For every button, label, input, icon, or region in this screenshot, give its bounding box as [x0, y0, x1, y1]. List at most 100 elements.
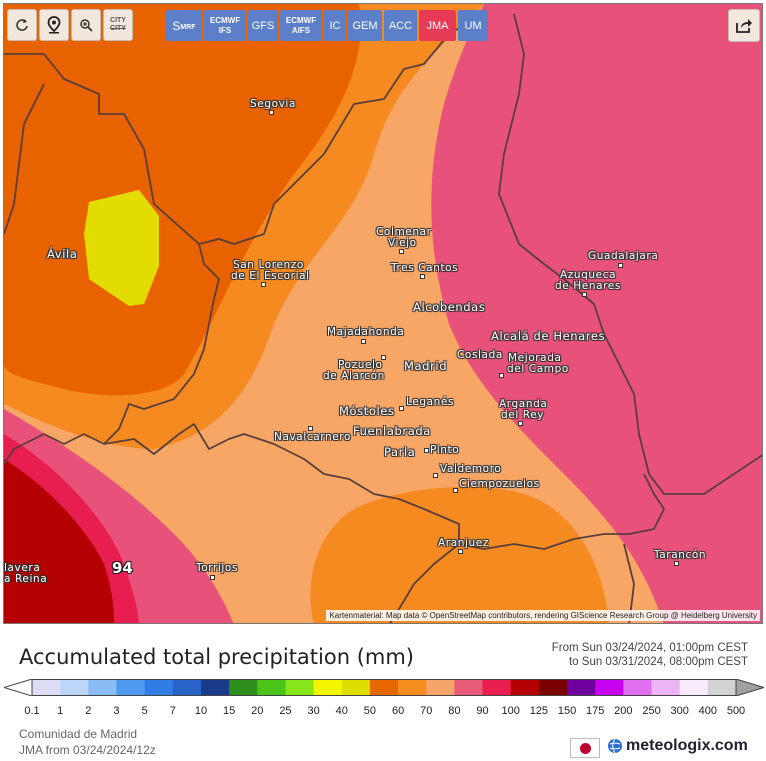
model-button-acc[interactable]: ACC	[384, 10, 417, 41]
legend-tick-label: 250	[642, 705, 661, 717]
model-label: GEM	[352, 19, 378, 32]
city-label-arganda-2: del Rey	[501, 409, 545, 421]
globe-icon	[608, 738, 622, 754]
zoom-icon	[80, 19, 93, 32]
city-marker	[308, 426, 313, 431]
refresh-button[interactable]	[7, 9, 37, 41]
model-button-gfs[interactable]: GFS	[248, 10, 278, 41]
city-label-talavera-2: a Reina	[4, 573, 48, 585]
city-label-majadahonda: Majadahonda	[327, 326, 405, 338]
city-label-alcala: Alcalá de Henares	[491, 329, 606, 343]
zoom-button[interactable]	[71, 9, 101, 41]
legend-tick-label: 80	[448, 705, 461, 717]
brand-name: meteologix.com	[626, 737, 748, 754]
legend-color-swatch	[60, 679, 89, 696]
legend-color-swatch	[567, 679, 596, 696]
legend-tick-label: 150	[557, 705, 577, 717]
city-marker	[269, 110, 274, 115]
legend-tick-label: 3	[113, 705, 120, 717]
brand-logo[interactable]: meteologix.com	[607, 737, 748, 755]
city-marker	[453, 488, 458, 493]
legend-color-swatch	[679, 679, 709, 696]
city-marker	[420, 274, 425, 279]
model-label: JMA	[426, 19, 449, 32]
city-label-pozuelo-2: de Alarcón	[323, 370, 385, 382]
location-button[interactable]	[39, 9, 69, 41]
legend-range-to: to Sun 03/31/2024, 08:00pm CEST	[568, 656, 748, 668]
model-label: UM	[464, 19, 482, 32]
legend-tick-label: 10	[194, 705, 208, 717]
legend-tick-label: 400	[698, 705, 718, 717]
legend-color-swatch	[454, 679, 484, 696]
city-marker	[261, 282, 266, 287]
city-marker	[399, 406, 404, 411]
city-label-sanlorenzo-2: de El Escorial	[231, 270, 310, 282]
legend-tick-label: 0.1	[24, 705, 40, 717]
legend-tick-label: 15	[222, 705, 236, 717]
city-toggle-top: CITY	[110, 17, 126, 24]
city-marker	[499, 373, 504, 378]
legend-tick-label: 500	[726, 705, 746, 717]
city-marker	[518, 421, 523, 426]
city-label-tarancon: Tarancón	[654, 549, 707, 561]
legend-color-swatch	[623, 679, 653, 696]
city-label-alcobendas: Alcobendas	[413, 300, 486, 314]
japan-flag-icon	[570, 738, 600, 758]
legend-tick-label: 60	[391, 705, 405, 717]
share-button[interactable]	[728, 9, 760, 42]
precipitation-map[interactable]: Segovia Ávila Colmenar Viejo Guadalajara…	[3, 3, 763, 624]
city-marker	[361, 339, 366, 344]
legend-color-swatch	[510, 679, 540, 696]
city-label-segovia: Segovia	[250, 98, 296, 110]
legend-range: From Sun 03/24/2024, 01:00pm CEST to Sun…	[552, 641, 748, 669]
legend-tick-label: 200	[614, 705, 633, 717]
model-label: IC	[329, 19, 341, 32]
city-label-trescantos: Tres Cantos	[391, 262, 459, 274]
city-marker	[424, 448, 429, 453]
legend-color-swatch	[116, 679, 146, 696]
city-marker	[433, 473, 438, 478]
city-label-colmenar-2: Viejo	[388, 237, 417, 249]
city-label-avila: Ávila	[47, 247, 78, 261]
city-label-sanlorenzo-1: San Lorenzo	[233, 259, 304, 271]
model-button-um[interactable]: UM	[458, 10, 488, 41]
legend-model-run: JMA from 03/24/2024/12z	[19, 743, 156, 757]
legend-tick-label: 2	[85, 705, 92, 717]
city-label-mejorada-1: Mejorada	[508, 352, 562, 364]
legend-color-swatch	[313, 679, 343, 696]
model-button-ecmwf-aifs[interactable]: ECMWF AIFS	[280, 10, 322, 41]
model-label: S	[172, 18, 181, 33]
model-label: GFS	[251, 19, 275, 32]
legend-tick-label: 90	[476, 705, 489, 717]
legend-color-swatch	[285, 679, 315, 696]
city-label-colmenar-1: Colmenar	[376, 226, 432, 238]
city-label-fuenlabrada: Fuenlabrada	[353, 424, 431, 438]
model-button-ecmwf-ifs[interactable]: ECMWF IFS	[204, 10, 246, 41]
city-labels-toggle[interactable]: CITY CITY	[103, 9, 133, 41]
legend-bar-frame	[31, 679, 737, 696]
city-marker	[582, 292, 587, 297]
legend-color-swatch	[257, 679, 286, 696]
city-label-valdemoro: Valdemoro	[440, 463, 502, 475]
legend-title: Accumulated total precipitation (mm)	[19, 645, 414, 669]
model-button-smrf[interactable]: S MRF	[166, 10, 202, 41]
city-label-ciempozuelos: Ciempozuelos	[459, 478, 540, 490]
legend-region: Comunidad de Madrid	[19, 727, 138, 741]
model-sublabel: MRF	[180, 24, 196, 31]
model-button-gem[interactable]: GEM	[348, 10, 382, 41]
map-attribution: Kartenmaterial: Map data © OpenStreetMap…	[326, 610, 760, 621]
max-value-label: 94	[112, 559, 133, 577]
city-label-guadalajara: Guadalajara	[588, 250, 659, 262]
model-button-ic[interactable]: IC	[324, 10, 346, 41]
share-icon	[736, 18, 752, 33]
refresh-icon	[16, 19, 28, 31]
city-marker	[381, 355, 386, 360]
location-pin-icon	[47, 16, 61, 34]
model-button-jma[interactable]: JMA	[419, 10, 456, 41]
legend-ticks: 0.1 1 2 3 5 7 10 15 20 25 30 40 50 60 70 80 90 100 125 150 1…	[0, 705, 766, 719]
model-label: ACC	[388, 19, 413, 32]
city-label-pinto: Pinto	[430, 444, 460, 456]
legend-tick-label: 1	[57, 705, 64, 717]
legend-color-swatch	[200, 679, 230, 696]
legend-color-swatch	[32, 679, 61, 696]
